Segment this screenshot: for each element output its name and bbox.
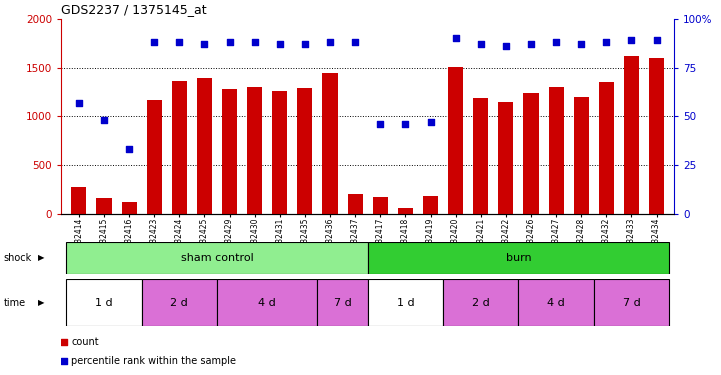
- Bar: [217, 279, 317, 326]
- Bar: [443, 279, 518, 326]
- Point: [425, 119, 436, 125]
- Bar: [523, 93, 539, 214]
- Text: 2 d: 2 d: [170, 298, 188, 308]
- Text: percentile rank within the sample: percentile rank within the sample: [71, 356, 236, 366]
- Bar: [71, 188, 87, 214]
- Text: 7 d: 7 d: [334, 298, 351, 308]
- Bar: [322, 74, 337, 214]
- Bar: [97, 198, 112, 214]
- Bar: [348, 194, 363, 214]
- Bar: [222, 89, 237, 214]
- Bar: [141, 279, 217, 326]
- Bar: [518, 279, 594, 326]
- Point: [374, 121, 386, 127]
- Text: shock: shock: [4, 253, 32, 263]
- Text: ▶: ▶: [37, 298, 44, 307]
- Point: [274, 41, 286, 47]
- Bar: [122, 202, 137, 214]
- Point: [525, 41, 536, 47]
- Bar: [197, 78, 212, 214]
- Bar: [273, 91, 288, 214]
- Bar: [66, 279, 141, 326]
- Text: burn: burn: [505, 253, 531, 263]
- Bar: [423, 196, 438, 214]
- Point: [174, 39, 185, 45]
- Point: [249, 39, 260, 45]
- Bar: [317, 279, 368, 326]
- Bar: [624, 56, 639, 214]
- Text: 4 d: 4 d: [258, 298, 276, 308]
- Bar: [172, 81, 187, 214]
- Bar: [373, 196, 388, 214]
- Point: [123, 146, 135, 152]
- Bar: [297, 88, 312, 214]
- Text: time: time: [4, 298, 26, 308]
- Text: 4 d: 4 d: [547, 298, 565, 308]
- Point: [550, 39, 562, 45]
- Bar: [368, 242, 669, 274]
- Point: [199, 41, 211, 47]
- Point: [58, 358, 70, 364]
- Point: [73, 100, 84, 106]
- Point: [475, 41, 487, 47]
- Text: 2 d: 2 d: [472, 298, 490, 308]
- Point: [224, 39, 235, 45]
- Bar: [598, 82, 614, 214]
- Text: ▶: ▶: [37, 254, 44, 262]
- Bar: [498, 102, 513, 214]
- Text: 1 d: 1 d: [95, 298, 112, 308]
- Point: [350, 39, 361, 45]
- Bar: [549, 87, 564, 214]
- Text: 1 d: 1 d: [397, 298, 414, 308]
- Point: [324, 39, 336, 45]
- Point: [450, 35, 461, 41]
- Point: [98, 117, 110, 123]
- Point: [299, 41, 311, 47]
- Bar: [398, 208, 413, 214]
- Bar: [146, 100, 162, 214]
- Point: [58, 339, 70, 345]
- Bar: [66, 242, 368, 274]
- Bar: [649, 58, 664, 214]
- Point: [575, 41, 587, 47]
- Bar: [473, 98, 488, 214]
- Point: [399, 121, 411, 127]
- Point: [651, 37, 663, 43]
- Point: [149, 39, 160, 45]
- Bar: [574, 97, 589, 214]
- Bar: [247, 87, 262, 214]
- Point: [500, 43, 512, 49]
- Text: 7 d: 7 d: [622, 298, 640, 308]
- Text: sham control: sham control: [181, 253, 253, 263]
- Text: count: count: [71, 336, 99, 346]
- Bar: [368, 279, 443, 326]
- Bar: [448, 66, 463, 214]
- Bar: [594, 279, 669, 326]
- Point: [626, 37, 637, 43]
- Point: [601, 39, 612, 45]
- Text: GDS2237 / 1375145_at: GDS2237 / 1375145_at: [61, 3, 207, 16]
